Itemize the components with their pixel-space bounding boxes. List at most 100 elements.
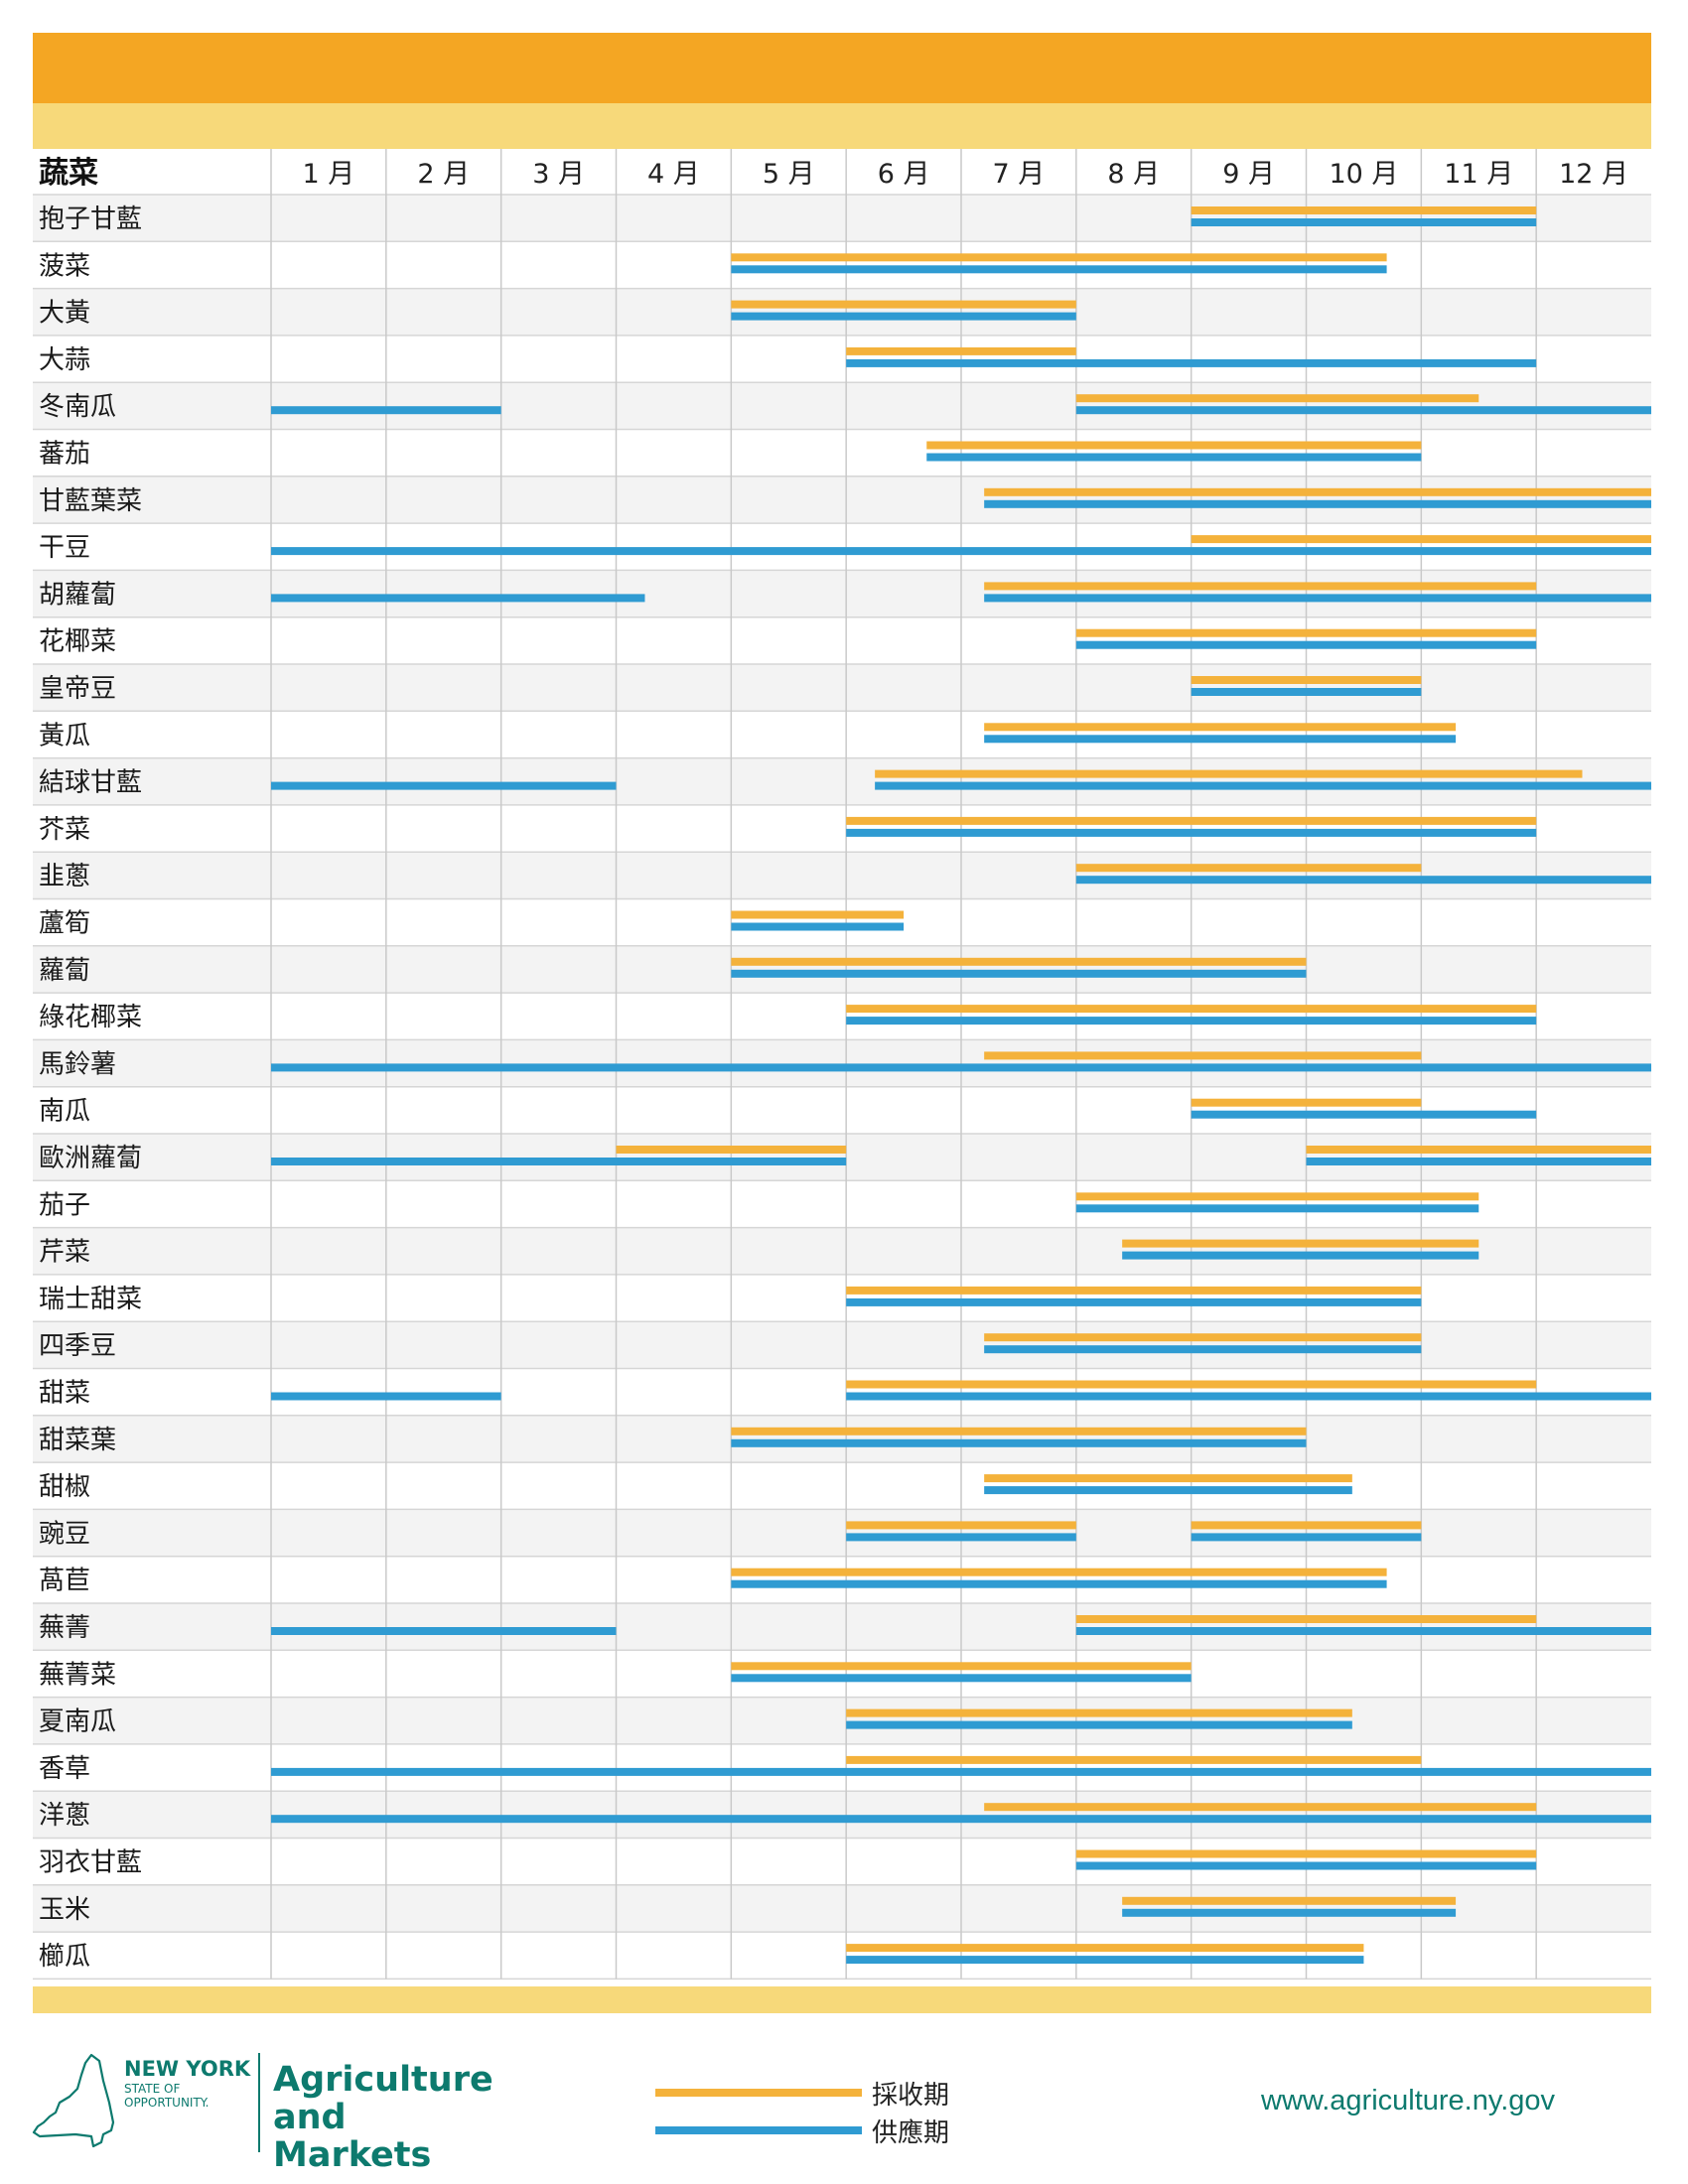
vegetable-label: 馬鈴薯 xyxy=(39,1049,116,1079)
supply-bar xyxy=(1122,1908,1457,1917)
harvest-bar xyxy=(731,1427,1307,1435)
vegetable-label: 芥菜 xyxy=(39,815,90,845)
vegetable-label: 蕃茄 xyxy=(39,440,90,470)
harvest-bar xyxy=(731,253,1387,262)
harvest-bar xyxy=(984,1803,1537,1812)
harvest-bar xyxy=(984,487,1651,496)
vegetable-label: 綠花椰菜 xyxy=(39,1003,142,1032)
supply-bar xyxy=(984,735,1457,744)
harvest-bar xyxy=(731,1662,1192,1671)
logo-divider xyxy=(258,2053,260,2152)
month-label: 10 月 xyxy=(1329,159,1398,190)
vegetable-label: 蘆筍 xyxy=(39,909,90,939)
harvest-bar xyxy=(1191,676,1422,684)
harvest-bar xyxy=(846,1380,1537,1389)
vegetable-label: 皇帝豆 xyxy=(39,674,116,704)
harvest-bar xyxy=(731,957,1307,966)
vegetable-label: 結球甘藍 xyxy=(39,768,142,798)
supply-bar xyxy=(271,1392,501,1401)
legend-item-supply: 供應期 xyxy=(655,2113,973,2148)
supply-bar xyxy=(1191,218,1537,226)
vegetable-label: 蘿蔔 xyxy=(39,956,90,986)
vegetable-label: 夏南瓜 xyxy=(39,1707,116,1737)
harvest-bar xyxy=(1191,1098,1422,1107)
vegetable-label: 黃瓜 xyxy=(39,721,90,751)
supply-bar xyxy=(1075,1861,1537,1870)
month-label: 6 月 xyxy=(878,159,930,190)
vegetable-label: 瑞士甜菜 xyxy=(39,1285,142,1314)
row-background xyxy=(33,664,1651,712)
logo-state-name: NEW YORK xyxy=(124,2057,251,2081)
vegetable-label: 茄子 xyxy=(39,1190,90,1220)
supply-bar xyxy=(846,1956,1364,1965)
row-background xyxy=(33,1509,1651,1557)
harvest-bar xyxy=(984,1333,1422,1342)
supply-bar xyxy=(1075,1204,1479,1213)
row-background xyxy=(33,852,1651,899)
vegetable-label: 櫛瓜 xyxy=(39,1942,90,1972)
supply-bar xyxy=(271,1627,617,1635)
vegetable-label: 菠菜 xyxy=(39,251,90,281)
supply-bar xyxy=(1191,688,1422,696)
row-backgrounds xyxy=(33,195,1651,1933)
supply-bar xyxy=(271,1767,1651,1776)
supply-bar xyxy=(846,1017,1537,1025)
legend-swatch-supply xyxy=(655,2126,862,2134)
supply-bar xyxy=(271,1158,847,1165)
supply-bar xyxy=(1122,1251,1479,1260)
supply-bar xyxy=(846,1533,1076,1542)
vegetable-label: 芹菜 xyxy=(39,1238,90,1268)
month-label: 7 月 xyxy=(993,159,1046,190)
harvest-bar xyxy=(846,1286,1422,1295)
harvest-bar xyxy=(875,769,1583,778)
row-background xyxy=(33,1321,1651,1369)
logo-state-tagline: STATE OF OPPORTUNITY. xyxy=(124,2082,243,2110)
supply-bar xyxy=(731,922,905,931)
vegetable-label: 歐洲蘿蔔 xyxy=(39,1144,142,1173)
supply-bar xyxy=(1075,640,1537,649)
vegetable-label: 甘藍葉菜 xyxy=(39,486,142,516)
supply-bar xyxy=(271,594,645,603)
harvest-bar xyxy=(846,1005,1537,1014)
row-background xyxy=(33,1884,1651,1933)
harvest-bar xyxy=(1191,1521,1422,1530)
month-label: 12 月 xyxy=(1559,159,1628,190)
harvest-bar xyxy=(1075,628,1537,637)
vegetable-label: 甜菜 xyxy=(39,1379,90,1409)
harvest-bar xyxy=(984,723,1457,732)
supply-bar xyxy=(731,1579,1387,1588)
vegetable-label: 南瓜 xyxy=(39,1097,90,1127)
supply-bar xyxy=(846,828,1537,837)
vegetable-label: 花椰菜 xyxy=(39,627,116,657)
website-link[interactable]: www.agriculture.ny.gov xyxy=(1261,2085,1556,2116)
row-background xyxy=(33,1603,1651,1651)
month-label: 1 月 xyxy=(303,159,355,190)
supply-bar xyxy=(271,1815,1651,1824)
row-background xyxy=(33,476,1651,524)
vegetable-label: 干豆 xyxy=(39,533,90,563)
month-label: 4 月 xyxy=(647,159,700,190)
header-subband xyxy=(33,103,1651,149)
month-label: 2 月 xyxy=(417,159,470,190)
legend-item-harvest: 採收期 xyxy=(655,2075,973,2111)
row-background xyxy=(33,945,1651,994)
supply-bar xyxy=(271,1063,1651,1072)
vegetable-label: 抱子甘藍 xyxy=(39,205,142,234)
vegetable-label: 蕪菁 xyxy=(39,1613,90,1643)
row-background xyxy=(33,1227,1651,1275)
column-header: 蔬菜 1 月 2 月 3 月 4 月 5 月 6 月 7 月 8 月 9 月 10 月 11 月 12 … xyxy=(39,156,1628,191)
harvest-bar xyxy=(1191,206,1537,214)
month-label: 11 月 xyxy=(1444,159,1513,190)
category-header-label: 蔬菜 xyxy=(39,156,98,191)
vegetable-label: 大蒜 xyxy=(39,345,90,375)
supply-bar xyxy=(1075,1627,1651,1635)
supply-bar xyxy=(846,358,1537,367)
supply-bar xyxy=(271,406,501,415)
bars xyxy=(271,206,1651,1965)
harvest-bar xyxy=(846,346,1076,355)
row-background xyxy=(33,1134,1651,1181)
harvest-bar xyxy=(984,1474,1352,1483)
ny-agriculture-logo: NEW YORK STATE OF OPPORTUNITY. Agricultu… xyxy=(30,2045,496,2174)
month-label: 8 月 xyxy=(1107,159,1160,190)
harvest-bar xyxy=(846,1755,1422,1764)
